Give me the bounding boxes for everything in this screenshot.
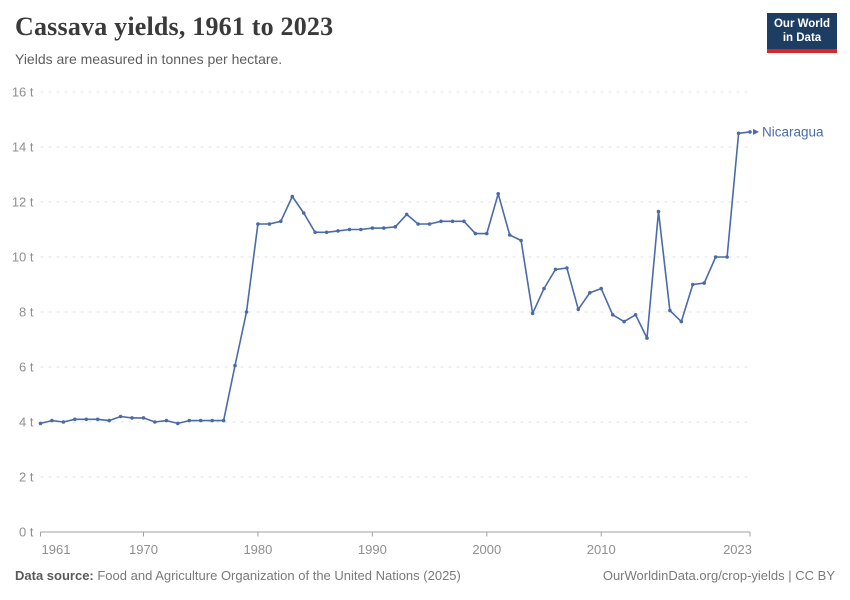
- data-point[interactable]: [141, 416, 146, 420]
- owid-logo-line2: in Data: [782, 32, 822, 44]
- data-point[interactable]: [336, 229, 340, 233]
- data-point[interactable]: [404, 212, 409, 217]
- data-source-text: Food and Agriculture Organization of the…: [93, 568, 461, 583]
- chart-subtitle: Yields are measured in tonnes per hectar…: [15, 51, 283, 67]
- data-point[interactable]: [233, 363, 237, 368]
- data-point[interactable]: [473, 231, 478, 236]
- data-point[interactable]: [221, 418, 226, 423]
- data-point[interactable]: [176, 421, 180, 426]
- data-point[interactable]: [485, 231, 489, 236]
- series-label-arrow-icon: [753, 128, 759, 135]
- x-axis-tick-label: 2010: [587, 542, 616, 557]
- data-point[interactable]: [324, 230, 329, 235]
- data-point[interactable]: [84, 417, 89, 422]
- owid-logo[interactable]: Our World in Data: [767, 13, 837, 53]
- owid-logo-line1: Our World: [773, 17, 830, 30]
- y-axis-tick-label: 16 t: [12, 85, 34, 100]
- data-point[interactable]: [370, 226, 375, 230]
- y-axis-tick-label: 8 t: [19, 305, 34, 320]
- data-point[interactable]: [359, 227, 363, 232]
- data-point[interactable]: [691, 282, 695, 287]
- data-point[interactable]: [507, 233, 512, 237]
- data-point[interactable]: [576, 307, 581, 312]
- data-point[interactable]: [38, 421, 43, 426]
- data-source-note: Data source: Food and Agriculture Organi…: [15, 568, 461, 583]
- x-axis-tick-label: 2000: [472, 542, 501, 557]
- x-axis-tick-label: 1961: [42, 542, 71, 557]
- yield-line: [39, 131, 751, 425]
- data-point[interactable]: [542, 286, 546, 291]
- data-point[interactable]: [416, 222, 420, 226]
- data-point[interactable]: [668, 308, 672, 313]
- data-source-label: Data source:: [15, 568, 94, 583]
- data-point[interactable]: [347, 227, 352, 232]
- data-point[interactable]: [73, 417, 77, 422]
- data-point[interactable]: [61, 420, 66, 424]
- y-axis-tick-label: 12 t: [12, 195, 34, 210]
- data-point[interactable]: [164, 418, 169, 423]
- data-point[interactable]: [50, 418, 54, 423]
- data-point[interactable]: [210, 418, 214, 423]
- data-point[interactable]: [588, 291, 592, 295]
- data-point[interactable]: [118, 414, 123, 419]
- series-entity-label[interactable]: Nicaragua: [762, 124, 824, 139]
- data-point[interactable]: [610, 313, 615, 317]
- data-point[interactable]: [530, 311, 535, 316]
- data-point[interactable]: [679, 319, 684, 324]
- data-point[interactable]: [279, 219, 283, 224]
- data-point[interactable]: [725, 255, 729, 259]
- y-axis-tick-label: 4 t: [19, 415, 34, 430]
- data-point[interactable]: [393, 225, 398, 229]
- data-point[interactable]: [427, 222, 432, 226]
- data-point[interactable]: [301, 211, 306, 215]
- data-point[interactable]: [130, 416, 134, 420]
- data-point[interactable]: [198, 418, 203, 423]
- data-point[interactable]: [107, 418, 111, 423]
- data-point[interactable]: [633, 313, 638, 317]
- data-point[interactable]: [439, 219, 443, 224]
- data-point[interactable]: [382, 226, 386, 230]
- x-axis-tick-label: 1980: [243, 542, 272, 557]
- data-point[interactable]: [736, 131, 741, 136]
- data-point[interactable]: [553, 267, 558, 272]
- data-point[interactable]: [645, 336, 649, 340]
- y-axis-tick-label: 10 t: [12, 250, 34, 265]
- x-axis-tick-label: 1970: [129, 542, 158, 557]
- page-title: Cassava yields, 1961 to 2023: [15, 12, 334, 41]
- x-axis-tick-label: 1990: [358, 542, 387, 557]
- data-point[interactable]: [95, 417, 100, 422]
- data-point[interactable]: [290, 194, 295, 199]
- data-point[interactable]: [187, 418, 192, 423]
- data-point[interactable]: [496, 192, 501, 196]
- data-point[interactable]: [450, 219, 455, 224]
- data-point[interactable]: [462, 219, 466, 224]
- data-point[interactable]: [519, 238, 523, 243]
- footer-citation-link[interactable]: OurWorldinData.org/crop-yields | CC BY: [602, 568, 835, 583]
- data-point[interactable]: [622, 319, 626, 324]
- data-point[interactable]: [702, 281, 706, 285]
- data-point[interactable]: [748, 130, 752, 134]
- data-point[interactable]: [713, 255, 718, 259]
- data-point[interactable]: [656, 209, 661, 214]
- x-axis-tick-label: 2023: [723, 542, 752, 557]
- chart-footer: Data source: Food and Agriculture Organi…: [15, 568, 835, 583]
- data-point[interactable]: [244, 310, 249, 314]
- data-point[interactable]: [313, 230, 317, 235]
- data-point[interactable]: [565, 266, 569, 270]
- data-point[interactable]: [267, 222, 272, 226]
- data-point[interactable]: [599, 286, 603, 291]
- y-axis-tick-label: 0 t: [19, 525, 34, 540]
- y-axis-tick-label: 2 t: [19, 470, 34, 485]
- y-axis-tick-label: 6 t: [19, 360, 34, 375]
- data-point[interactable]: [153, 420, 157, 424]
- y-axis-tick-label: 14 t: [12, 140, 34, 155]
- data-point[interactable]: [256, 222, 260, 226]
